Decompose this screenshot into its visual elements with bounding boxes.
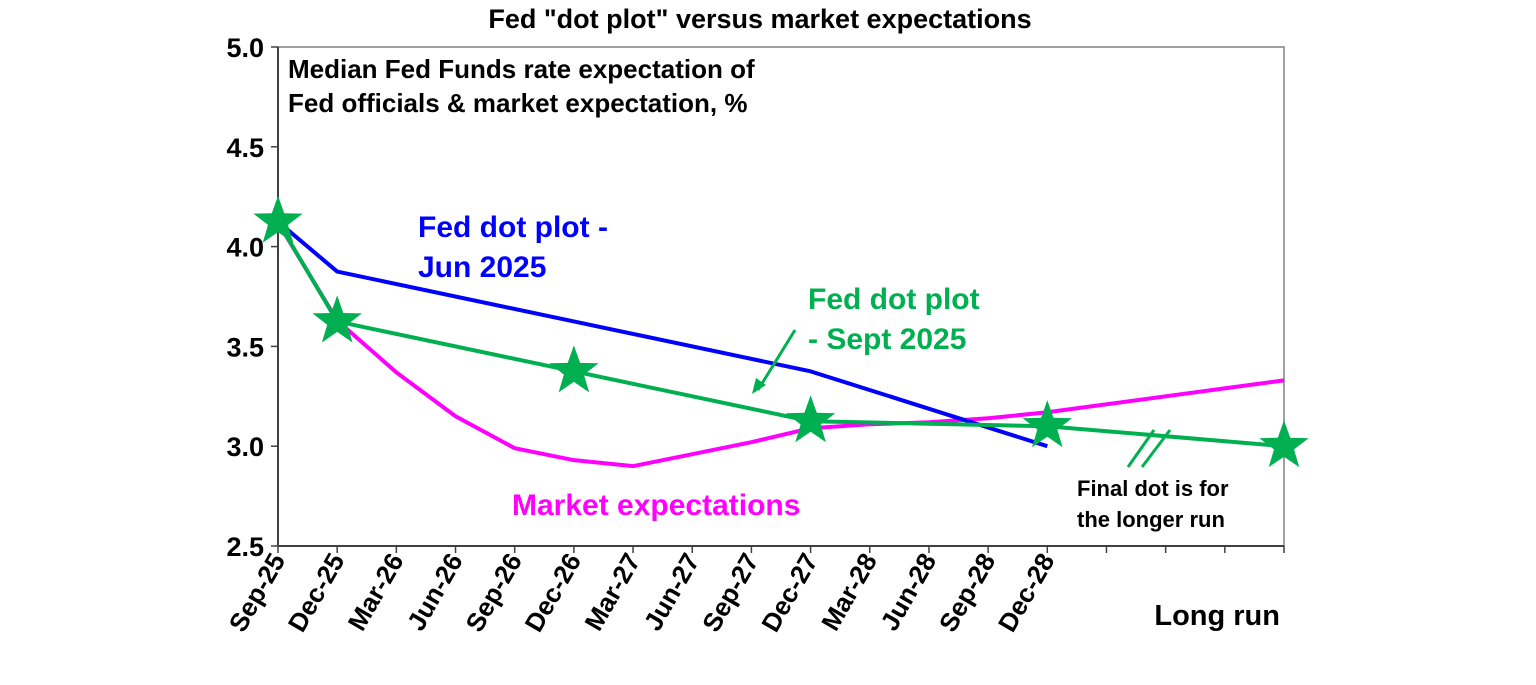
x-tick-label: Dec-27 [755, 548, 824, 637]
x-tick-label: Dec-25 [282, 548, 351, 637]
y-tick-label: 3.5 [226, 332, 264, 362]
x-tick-label: Sep-28 [933, 548, 1002, 637]
x-tick-label: Sep-26 [459, 548, 528, 637]
label-sept-2025-line-2: - Sept 2025 [808, 323, 966, 356]
star-marker [1022, 400, 1072, 448]
axis-break-mark-2 [1140, 429, 1172, 468]
note-line-2: the longer run [1077, 507, 1225, 532]
x-tick-label: Mar-28 [815, 548, 883, 636]
chart-title: Fed "dot plot" versus market expectation… [488, 4, 1031, 34]
label-market-expectations: Market expectations [512, 489, 800, 522]
y-tick-label: 5.0 [226, 33, 264, 63]
x-tick-label: Dec-26 [518, 548, 587, 637]
series-line-1 [276, 220, 1285, 449]
note-line-1: Final dot is for [1077, 476, 1229, 501]
subtitle-line-2: Fed officials & market expectation, % [288, 88, 747, 118]
star-marker [549, 345, 599, 393]
x-tick-label: Mar-27 [578, 548, 646, 636]
plot-area [277, 46, 1285, 547]
axis-break-mark-1 [1126, 429, 1156, 468]
sept-arrow-head [752, 378, 766, 394]
star-marker [253, 195, 303, 243]
star-marker [312, 295, 362, 343]
y-tick-label: 4.0 [226, 233, 264, 263]
series-line-0 [276, 220, 1048, 449]
label-jun-2025-line-1: Fed dot plot - [418, 211, 608, 244]
sept-arrow [756, 329, 797, 391]
x-tick-label: Dec-28 [992, 548, 1061, 637]
x-tick-label: Long run [1154, 600, 1280, 632]
x-tick-label: Mar-26 [342, 548, 410, 636]
label-sept-2025-line-1: Fed dot plot [808, 283, 980, 316]
y-tick-label: 2.5 [226, 532, 264, 562]
subtitle-line-1: Median Fed Funds rate expectation of [288, 54, 755, 84]
label-jun-2025-line-2: Jun 2025 [418, 251, 546, 284]
star-marker [785, 395, 836, 443]
y-tick-label: 3.0 [226, 432, 264, 462]
y-tick-label: 4.5 [226, 133, 264, 163]
x-tick-label: Sep-27 [696, 548, 765, 637]
star-marker [1259, 420, 1309, 468]
